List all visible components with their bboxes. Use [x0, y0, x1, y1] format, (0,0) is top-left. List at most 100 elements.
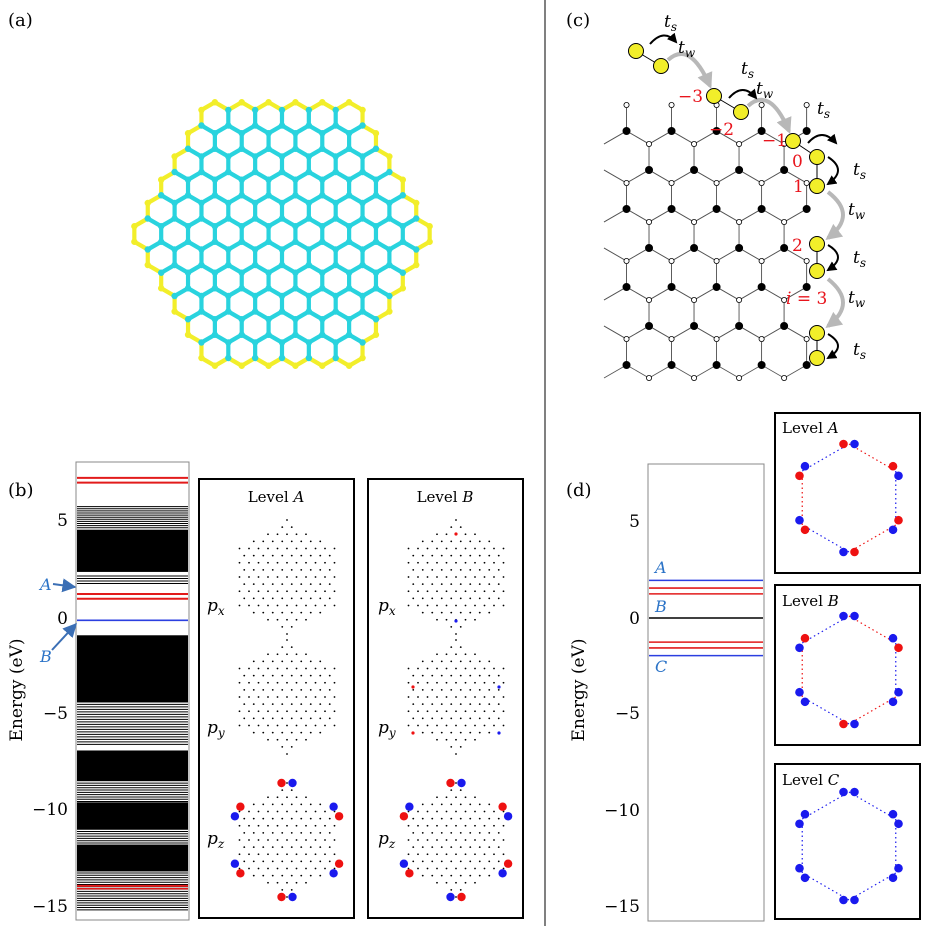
lattice-dot: [262, 554, 265, 557]
lattice-dot: [319, 731, 322, 734]
lattice-dot: [257, 561, 260, 564]
lattice-dot: [290, 745, 293, 748]
lattice-dot: [257, 576, 260, 578]
atom: [345, 192, 353, 199]
lattice-dot: [281, 554, 284, 557]
lattice-dot: [469, 703, 472, 706]
open-site: [803, 102, 810, 109]
lattice-bond: [626, 286, 650, 301]
lattice-dot: [455, 590, 457, 593]
edge-site: [628, 43, 644, 59]
orbital-weight: [888, 873, 898, 883]
open-site: [646, 374, 653, 381]
lattice-dot: [319, 540, 322, 543]
lattice-dot: [262, 717, 265, 720]
lattice-dot: [295, 576, 298, 578]
lattice-dot: [305, 667, 307, 670]
lattice-dot: [295, 604, 298, 607]
ts-label-1: ts: [664, 12, 677, 34]
lattice-dot: [412, 860, 415, 863]
lattice-dot: [309, 540, 312, 543]
orbital-weight: [894, 643, 903, 653]
orbital-maps-d: [795, 439, 903, 905]
lattice-dot: [493, 853, 495, 856]
atom: [144, 215, 151, 222]
lattice-dot: [262, 803, 265, 806]
lattice-dot: [262, 688, 265, 691]
tick-label-d-5: 5: [629, 512, 640, 532]
hexagon-side: [801, 872, 850, 901]
lattice-dot: [469, 717, 472, 720]
filled-site: [712, 204, 721, 213]
lattice-dot: [421, 674, 424, 677]
lattice-dot: [281, 789, 284, 792]
lattice-dot: [276, 618, 279, 621]
open-site: [623, 179, 630, 186]
lattice-dot: [238, 604, 241, 607]
atom: [292, 362, 299, 369]
lattice-dot: [445, 604, 448, 607]
lattice-dot: [493, 604, 495, 607]
lattice-dot: [493, 710, 495, 713]
atom: [305, 168, 313, 176]
lattice-dot: [450, 703, 453, 706]
orbital-weight: [503, 812, 513, 821]
lattice-dot: [271, 597, 274, 600]
lattice-dot: [309, 717, 312, 720]
lattice-dot: [257, 724, 260, 727]
lattice-dot: [488, 717, 491, 720]
open-site: [803, 335, 810, 342]
ts-arrow: [826, 156, 839, 186]
lattice-dot: [281, 625, 284, 628]
lattice-dot: [488, 846, 491, 849]
lattice-dot: [469, 860, 472, 863]
lattice-dot: [333, 810, 336, 813]
atom: [332, 199, 339, 207]
lattice-dot: [276, 853, 279, 856]
atom: [345, 331, 353, 338]
lattice-dot: [455, 667, 457, 670]
atom: [238, 238, 245, 245]
orbital-label-b-py: py: [378, 718, 396, 740]
lattice-dot: [252, 874, 255, 877]
lattice-bond: [761, 286, 785, 301]
atom: [319, 223, 326, 230]
atom: [345, 285, 353, 292]
lattice-dot: [450, 846, 453, 849]
atom: [225, 339, 232, 346]
atom: [372, 130, 380, 137]
lattice-dot: [276, 738, 279, 741]
lattice-dot: [248, 576, 250, 578]
lattice-dot: [252, 554, 255, 557]
orbital-weight: [894, 863, 903, 873]
lattice-dot: [243, 554, 246, 557]
lattice-dot: [445, 810, 448, 813]
lattice-dot: [469, 597, 472, 600]
lattice-dot: [295, 796, 298, 799]
lattice-bond: [716, 286, 740, 301]
lattice-dot: [286, 824, 288, 827]
lattice-dot: [300, 611, 303, 614]
lattice-dot: [324, 547, 326, 550]
ts-label-6: ts: [853, 340, 866, 362]
lattice-dot: [421, 731, 424, 734]
orbital-weight: [850, 787, 859, 797]
lattice-dot: [281, 703, 284, 706]
hexagon-side: [848, 872, 897, 901]
atom: [305, 246, 313, 253]
lattice-dot: [328, 831, 331, 834]
lattice-dot: [319, 674, 322, 677]
lattice-dot: [328, 860, 331, 863]
atom: [292, 316, 299, 323]
atom: [251, 122, 259, 129]
dense-band: [77, 750, 188, 782]
lattice-dot: [445, 724, 448, 727]
hexagon-side: [801, 791, 850, 820]
lattice-dot: [300, 597, 303, 600]
lattice-dot: [478, 846, 481, 849]
lattice-dot: [281, 597, 284, 600]
hexagon-side: [848, 524, 897, 553]
lattice-dot: [478, 583, 481, 586]
filled-site: [667, 204, 676, 213]
lattice-dot: [281, 526, 284, 529]
